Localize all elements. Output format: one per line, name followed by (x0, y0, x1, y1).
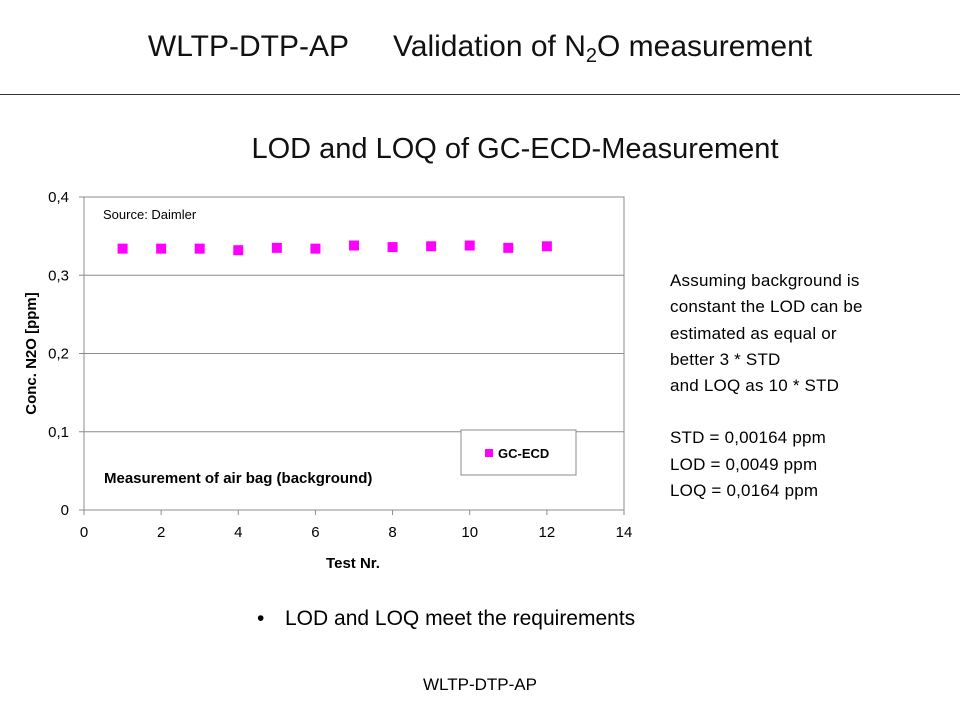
title-left: WLTP-DTP-AP (147, 30, 349, 63)
data-point (194, 243, 205, 254)
data-point (387, 242, 398, 253)
y-tick-label: 0,4 (48, 189, 69, 206)
y-tick-label: 0 (61, 502, 69, 519)
legend-box (460, 429, 577, 476)
data-point (233, 245, 244, 256)
x-tick-label: 6 (311, 524, 319, 541)
data-point (541, 241, 552, 252)
data-point (426, 241, 437, 252)
y-tick-label: 0,2 (48, 346, 69, 363)
scatter-chart: 0 0,1 0,2 0,3 0,4 0 2 4 6 8 10 12 14 Test Nr. Conc. N2… (23, 189, 633, 572)
chart-caption: Measurement of air bag (background) (104, 470, 372, 487)
std-value: STD = 0,00164 ppm (670, 428, 827, 448)
note-line: estimated as equal or (670, 323, 837, 343)
page-title: WLTP-DTP-AP Validation of N2O measurement (0, 30, 960, 68)
data-point (310, 243, 321, 254)
note-line: constant the LOD can be (670, 297, 863, 317)
data-point (271, 242, 282, 253)
slide-subtitle: LOD and LOQ of GC-ECD-Measurement (251, 133, 779, 165)
note-line: Assuming background is (670, 271, 860, 290)
legend-label: GC-ECD (498, 446, 549, 461)
conclusion-bullet: • LOD and LOQ meet the requirements (257, 607, 635, 631)
note-line: better 3 * STD (670, 349, 781, 369)
legend-marker (485, 449, 493, 457)
x-tick-label: 2 (157, 524, 165, 541)
bullet-dot: • (257, 607, 265, 630)
x-tick-label: 12 (539, 524, 556, 541)
source-annotation: Source: Daimler (103, 207, 197, 222)
x-tick-label: 0 (80, 524, 88, 541)
data-point (156, 243, 167, 254)
note-line: and LOQ as 10 * STD (670, 376, 840, 396)
loq-value: LOQ = 0,0164 ppm (670, 481, 819, 501)
x-tick-label: 14 (616, 524, 633, 541)
title-subscript: 2 (585, 45, 598, 67)
title-main: Validation of N2O measurement (393, 30, 813, 67)
data-point (349, 240, 359, 251)
lod-notes: Assuming background is constant the LOD … (670, 268, 930, 504)
y-tick-label: 0,3 (48, 267, 69, 284)
y-tick-label: 0,1 (48, 424, 69, 441)
data-point (464, 240, 475, 251)
footer-text: WLTP-DTP-AP (423, 675, 537, 694)
y-axis-title: Conc. N2O [ppm] (23, 292, 40, 415)
data-point (117, 243, 128, 254)
data-point (503, 242, 514, 253)
x-tick-label: 10 (461, 524, 478, 541)
header-divider (0, 94, 960, 95)
note-spacer (670, 399, 930, 425)
x-axis-title: Test Nr. (326, 555, 380, 572)
conclusion-text: LOD and LOQ meet the requirements (285, 607, 636, 630)
x-tick-label: 4 (234, 524, 242, 541)
lod-value: LOD = 0,0049 ppm (670, 454, 818, 474)
x-tick-label: 8 (388, 524, 396, 541)
